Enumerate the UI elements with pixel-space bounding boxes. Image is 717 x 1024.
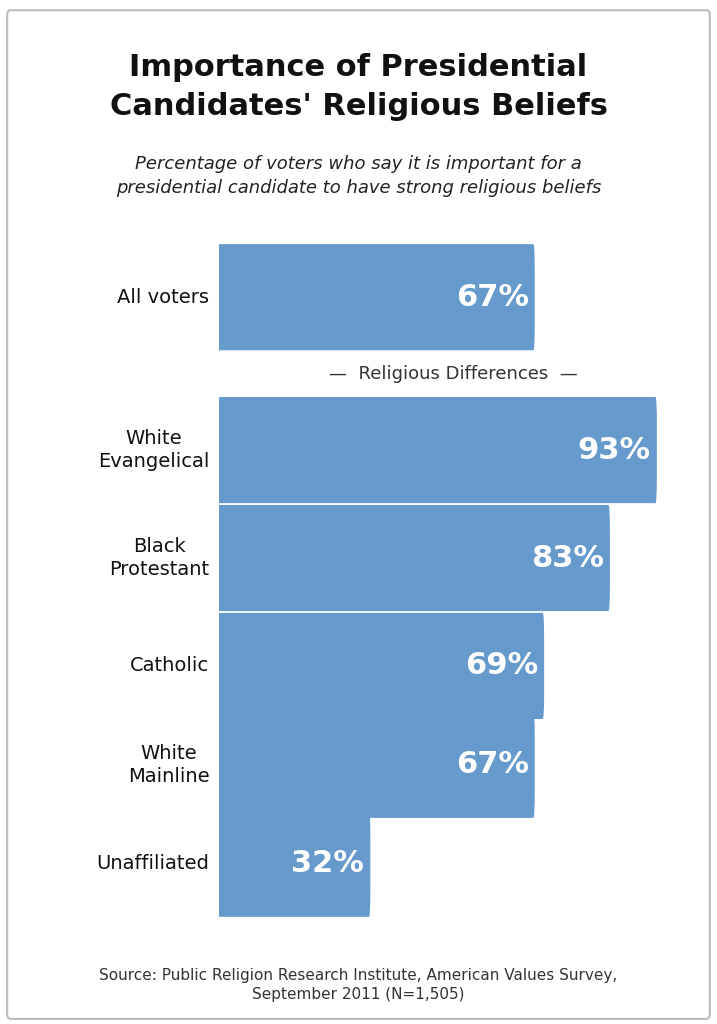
Text: Source: Public Religion Research Institute, American Values Survey,
September 20: Source: Public Religion Research Institu… — [100, 968, 617, 1002]
Text: Catholic: Catholic — [130, 656, 209, 676]
Text: All voters: All voters — [118, 288, 209, 307]
FancyBboxPatch shape — [217, 505, 610, 611]
Text: Importance of Presidential
Candidates' Religious Beliefs: Importance of Presidential Candidates' R… — [110, 53, 607, 121]
Text: White
Mainline: White Mainline — [128, 743, 209, 786]
FancyBboxPatch shape — [217, 613, 544, 719]
FancyBboxPatch shape — [217, 244, 535, 350]
Text: Percentage of voters who say it is important for a
presidential candidate to hav: Percentage of voters who say it is impor… — [116, 156, 601, 197]
Text: 69%: 69% — [465, 651, 538, 680]
FancyBboxPatch shape — [217, 397, 657, 503]
Text: —  Religious Differences  —: — Religious Differences — — [329, 365, 578, 383]
Text: 32%: 32% — [291, 849, 364, 879]
Text: 83%: 83% — [531, 544, 604, 572]
FancyBboxPatch shape — [7, 10, 710, 1019]
Text: 93%: 93% — [578, 435, 651, 465]
Text: 67%: 67% — [455, 751, 528, 779]
Text: White
Evangelical: White Evangelical — [98, 429, 209, 471]
Text: Black
Protestant: Black Protestant — [109, 537, 209, 580]
FancyBboxPatch shape — [217, 712, 535, 818]
Text: 67%: 67% — [455, 283, 528, 311]
Text: Unaffiliated: Unaffiliated — [96, 854, 209, 873]
FancyBboxPatch shape — [217, 811, 371, 916]
